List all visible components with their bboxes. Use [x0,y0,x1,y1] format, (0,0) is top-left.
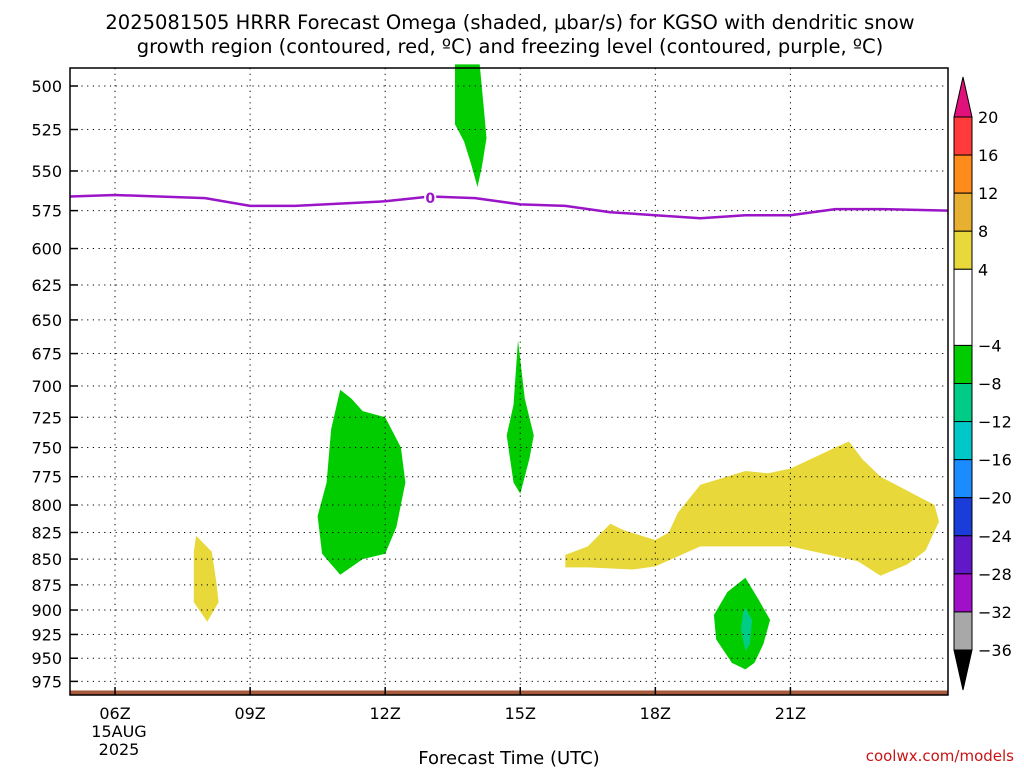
y-tick-label-600: 600 [31,240,62,259]
colorbar-band-4 [953,268,973,346]
chart-title-line2: growth region (contoured, red, ºC) and f… [137,35,884,58]
y-tick-label-975: 975 [31,672,62,691]
y-tick-label-900: 900 [31,601,62,620]
x-axis-label: Forecast Time (UTC) [418,748,599,768]
colorbar-band-2 [953,192,973,232]
y-tick-label-700: 700 [31,377,62,396]
y-tick-label-725: 725 [31,408,62,427]
colorbar-band-7 [953,421,973,461]
gridlines [70,68,948,695]
y-tick-label-950: 950 [31,649,62,668]
colorbar-label-0: 20 [978,108,998,127]
colorbar-label-10: −24 [978,527,1012,546]
colorbar-over-triangle [953,76,973,118]
colorbar-band-12 [953,611,973,651]
colorbar-label-7: −12 [978,413,1012,432]
colorbar-band-8 [953,459,973,499]
surface-band [70,690,948,695]
colorbar-label-8: −16 [978,451,1012,470]
y-tick-label-750: 750 [31,438,62,457]
x-date-year: 2025 [99,740,140,759]
colorbar-band-5 [953,344,973,384]
y-tick-label-500: 500 [31,77,62,96]
colorbar-band-10 [953,535,973,575]
x-date-day: 15AUG [91,722,146,741]
colorbar-band-0 [953,116,973,156]
y-tick-label-625: 625 [31,276,62,295]
x-tick-label-06Z: 06Z [99,704,130,723]
y-tick-label-650: 650 [31,311,62,330]
freezing-level-label: 0 [425,191,435,207]
colorbar-label-5: −4 [978,336,1002,355]
y-tick-label-525: 525 [31,121,62,140]
plot-frame [69,67,949,696]
colorbar-label-13: −36 [978,641,1012,660]
y-axis-ticks: 500 525 550 575 600 625 650 675 700 725 750 775 800 8… [31,77,78,691]
omega-region-4 [740,608,753,651]
omega-region-0 [455,64,487,187]
y-tick-label-825: 825 [31,523,62,542]
x-tick-label-12Z: 12Z [370,704,401,723]
freezing-label-bg [424,190,437,207]
colorbar-label-4: 4 [978,260,988,279]
freezing-level-line [69,193,949,220]
colorbar-band-6 [953,383,973,423]
colorbar: 20 16 12 8 4 −4 −8 −12 −16 −20 −24 −28 −32 −36 [953,76,1012,691]
colorbar-label-6: −8 [978,375,1002,394]
y-tick-label-800: 800 [31,496,62,515]
colorbar-under-triangle [953,649,973,691]
omega-region-2 [506,340,534,494]
y-tick-label-850: 850 [31,550,62,569]
x-tick-label-18Z: 18Z [640,704,671,723]
y-tick-label-675: 675 [31,345,62,364]
omega-region-1 [317,389,406,575]
omega-region-5 [193,535,219,622]
x-tick-label-21Z: 21Z [775,704,806,723]
colorbar-band-9 [953,497,973,537]
surface-layer [70,690,948,695]
colorbar-band-11 [953,573,973,613]
omega-shaded-regions [193,64,939,670]
x-tick-label-09Z: 09Z [234,704,265,723]
omega-region-6 [565,441,939,576]
colorbar-band-1 [953,154,973,194]
y-tick-label-575: 575 [31,202,62,221]
credit-text: coolwx.com/models [866,747,1014,765]
y-tick-label-550: 550 [31,162,62,181]
colorbar-band-3 [953,230,973,270]
x-tick-label-15Z: 15Z [505,704,536,723]
y-tick-label-925: 925 [31,625,62,644]
colorbar-label-11: −28 [978,565,1012,584]
colorbar-label-12: −32 [978,603,1012,622]
y-tick-label-775: 775 [31,468,62,487]
x-axis-ticks: 06Z 09Z 12Z 15Z 18Z 21Z [99,687,806,723]
colorbar-label-1: 16 [978,146,998,165]
y-tick-label-875: 875 [31,576,62,595]
chart-title-line1: 2025081505 HRRR Forecast Omega (shaded, … [105,11,914,34]
colorbar-label-3: 8 [978,222,988,241]
colorbar-label-2: 12 [978,184,998,203]
colorbar-label-9: −20 [978,489,1012,508]
freezing-level-contour: 0 [69,190,949,220]
